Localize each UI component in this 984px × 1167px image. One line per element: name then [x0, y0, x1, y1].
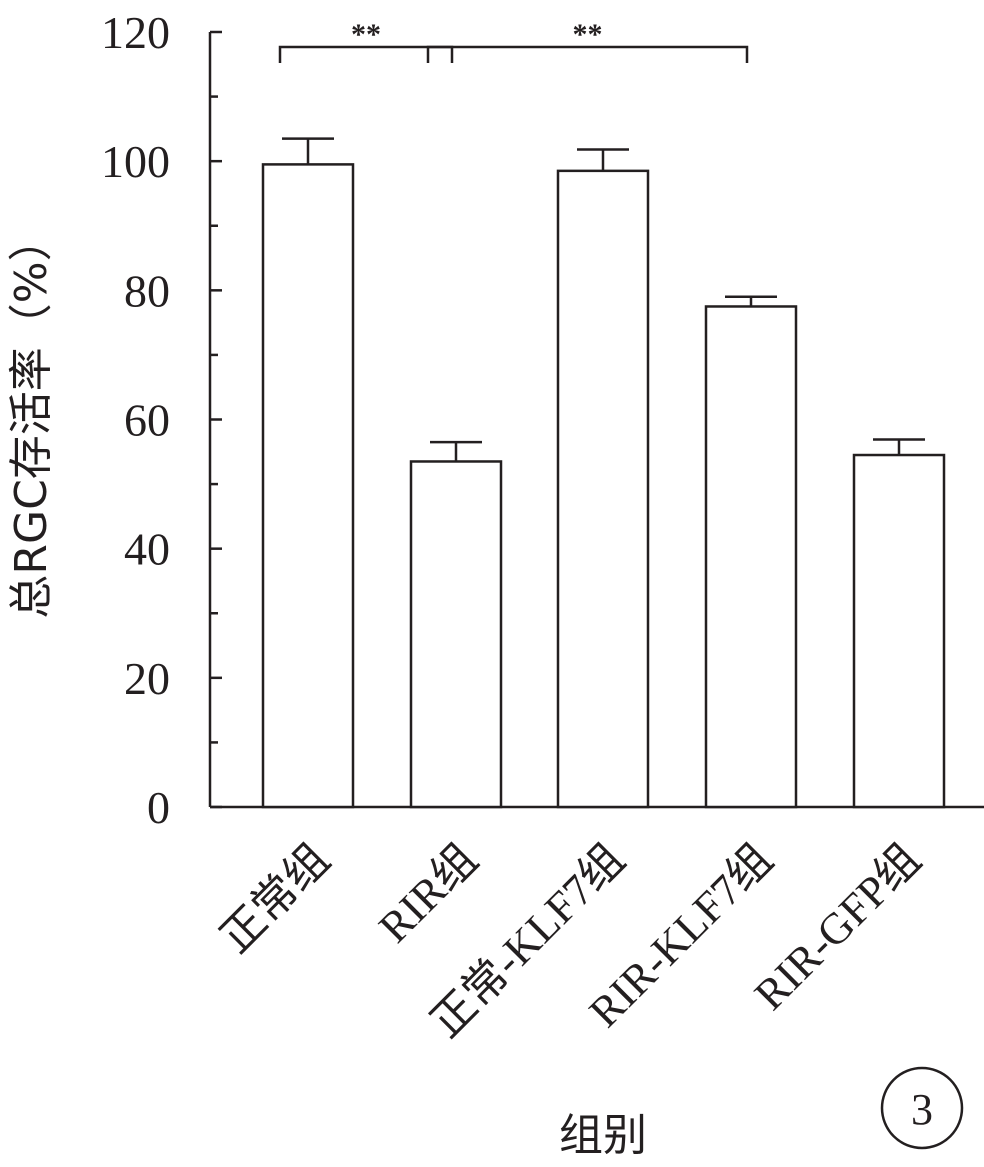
y-axis-title: 总RGC存活率（%）	[6, 217, 57, 618]
bars	[261, 137, 946, 809]
bar	[409, 460, 503, 809]
x-tick-label: 正常组	[211, 834, 339, 962]
panel-label-text: 3	[911, 1085, 933, 1134]
y-tick-label: 40	[124, 524, 170, 575]
bar	[261, 163, 355, 809]
significance-brackets: ** **	[278, 18, 749, 63]
y-tick-label: 80	[124, 265, 170, 316]
bar	[704, 305, 798, 809]
axes: 0 20 40 60 80 100 120	[101, 7, 984, 833]
bar	[852, 453, 946, 809]
panel-label: 3	[880, 1066, 964, 1150]
bar	[556, 169, 650, 809]
significance-label: **	[351, 18, 381, 51]
x-tick-label: RIR组	[369, 834, 487, 952]
panel-label-circle	[880, 1066, 964, 1150]
y-tick-label: 0	[147, 782, 170, 833]
y-tick-label: 20	[124, 653, 170, 704]
y-tick-label: 120	[101, 7, 170, 58]
significance-label: **	[573, 18, 603, 51]
y-tick-label: 100	[101, 136, 170, 187]
y-tick-label: 60	[124, 395, 170, 446]
significance-bracket	[278, 45, 454, 63]
x-axis-title: 组别	[559, 1110, 647, 1161]
significance-bracket	[426, 45, 749, 63]
